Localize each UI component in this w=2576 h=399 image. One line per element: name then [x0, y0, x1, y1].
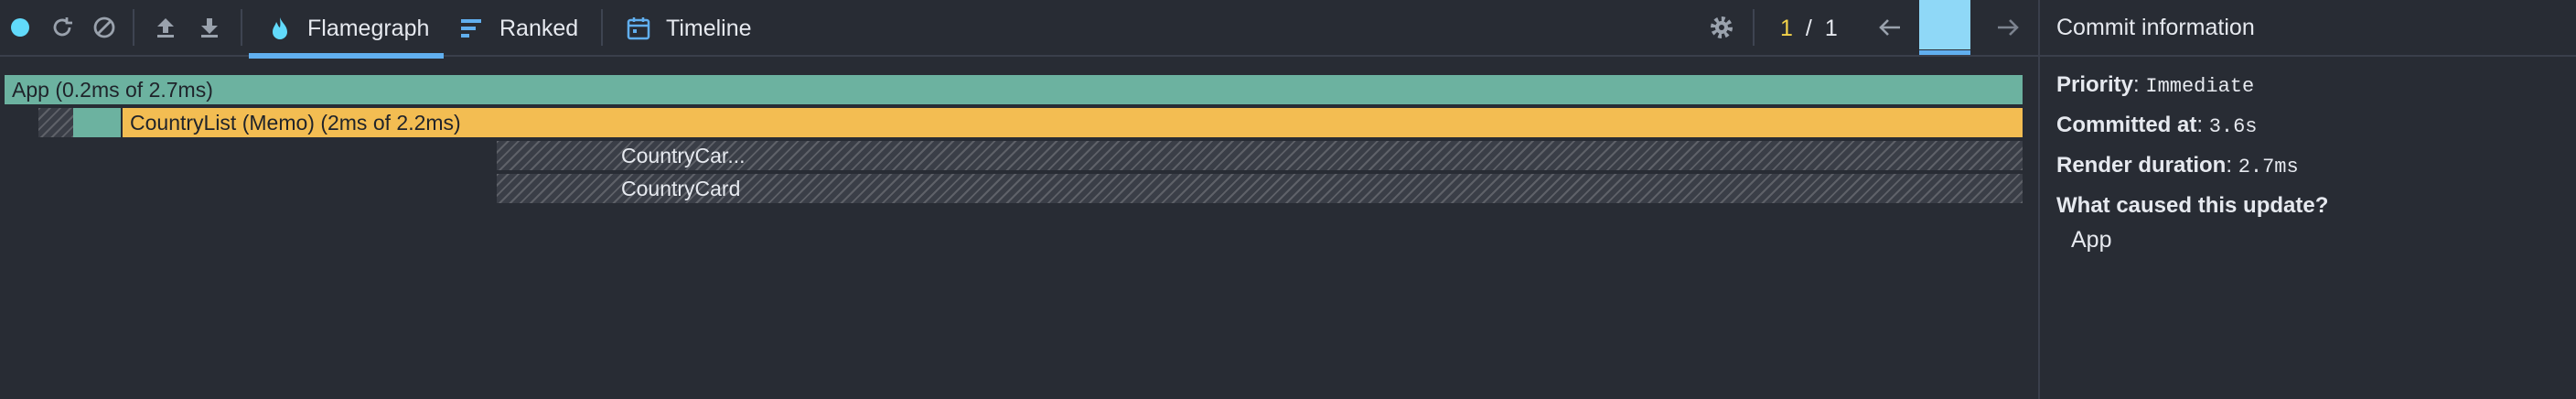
- flamegraph-bar-country-card-1[interactable]: CountryCar...: [497, 141, 2023, 170]
- flamegraph-bar-hatched[interactable]: [38, 108, 73, 137]
- reload-icon[interactable]: [44, 9, 80, 46]
- priority-row: Priority: Immediate: [2056, 72, 2255, 98]
- priority-label: Priority: [2056, 72, 2134, 97]
- commit-bar-underline: [1919, 50, 1970, 55]
- cause-label: What caused this update?: [2056, 193, 2329, 218]
- commit-current: 1: [1780, 15, 1793, 41]
- bar-label: CountryCard: [621, 176, 741, 200]
- tab-timeline[interactable]: Timeline: [624, 0, 752, 57]
- ranked-icon: [457, 14, 487, 43]
- commit-counter: 1 / 1: [1780, 0, 1838, 57]
- flamegraph-bar-app[interactable]: App (0.2ms of 2.7ms): [5, 75, 2023, 104]
- commit-separator: /: [1805, 15, 1812, 41]
- cause-value: App: [2071, 227, 2112, 253]
- flamegraph-bar-small[interactable]: [73, 108, 121, 137]
- duration-value: 2.7ms: [2238, 156, 2299, 178]
- settings-icon[interactable]: [1703, 9, 1740, 46]
- toolbar-divider: [601, 9, 603, 46]
- toolbar-divider: [1753, 9, 1755, 46]
- flamegraph-bar-country-list[interactable]: CountryList (Memo) (2ms of 2.2ms): [123, 108, 2023, 137]
- commit-bar[interactable]: [1919, 0, 1970, 49]
- tab-label: Flamegraph: [307, 15, 430, 41]
- priority-value: Immediate: [2145, 75, 2255, 98]
- clear-icon[interactable]: [86, 9, 123, 46]
- toolbar-divider: [133, 9, 134, 46]
- record-icon[interactable]: [2, 9, 38, 46]
- committed-label: Committed at: [2056, 113, 2197, 137]
- load-profile-icon[interactable]: [147, 9, 184, 46]
- tab-flamegraph[interactable]: Flamegraph: [249, 0, 444, 59]
- toolbar-divider: [241, 9, 242, 46]
- commit-total: 1: [1824, 15, 1838, 41]
- flamegraph-bar-country-card-2[interactable]: CountryCard: [497, 174, 2023, 203]
- tab-ranked[interactable]: Ranked: [457, 0, 578, 57]
- committed-value: 3.6s: [2208, 115, 2258, 138]
- bar-label: App (0.2ms of 2.7ms): [12, 77, 213, 102]
- cause-row: What caused this update?: [2056, 193, 2328, 219]
- bar-label: CountryList (Memo) (2ms of 2.2ms): [130, 110, 461, 135]
- tab-label: Ranked: [499, 15, 579, 41]
- duration-label: Render duration: [2056, 153, 2227, 178]
- bar-label: CountryCar...: [621, 143, 746, 167]
- calendar-icon: [624, 14, 653, 43]
- next-commit-icon[interactable]: [1990, 9, 2026, 46]
- tab-label: Timeline: [666, 15, 752, 41]
- cause-item[interactable]: App: [2071, 227, 2111, 253]
- render-duration-row: Render duration: 2.7ms: [2056, 153, 2299, 178]
- commit-info-panel: Commit information Priority: Immediate C…: [2038, 0, 2576, 399]
- toolbar: Flamegraph Ranked Timeline 1 / 1: [0, 0, 2038, 59]
- panel-title: Commit information: [2056, 14, 2255, 40]
- flame-icon: [265, 14, 295, 43]
- committed-at-row: Committed at: 3.6s: [2056, 113, 2258, 138]
- save-profile-icon[interactable]: [191, 9, 228, 46]
- panel-header: Commit information: [2040, 0, 2576, 57]
- previous-commit-icon[interactable]: [1872, 9, 1908, 46]
